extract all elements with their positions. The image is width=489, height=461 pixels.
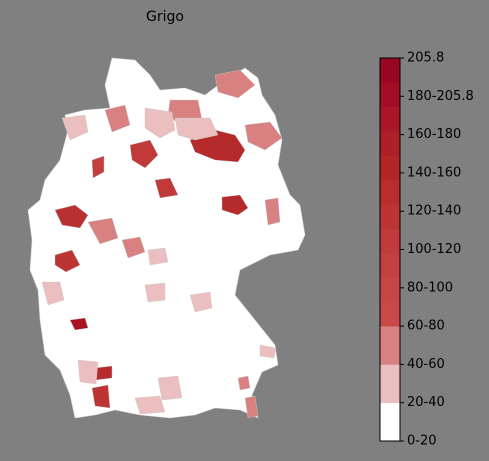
- region: [121, 236, 146, 259]
- colorbar-band: [380, 301, 400, 327]
- region: [134, 395, 166, 415]
- colorbar-band: [380, 155, 400, 181]
- region: [154, 177, 179, 199]
- region: [237, 375, 251, 391]
- region: [54, 249, 81, 273]
- region: [244, 395, 259, 419]
- colorbar-label: 205.8: [407, 51, 444, 66]
- region: [69, 317, 89, 331]
- germany-map: [27, 57, 306, 419]
- region: [259, 344, 277, 359]
- region: [77, 359, 99, 385]
- colorbar-label: 180-205.8: [407, 89, 474, 104]
- region: [147, 247, 169, 266]
- colorbar-band: [380, 179, 400, 205]
- region: [174, 117, 219, 141]
- colorbar-band: [380, 402, 400, 442]
- colorbar-label: 160-180: [407, 127, 461, 142]
- region: [244, 121, 283, 151]
- region: [221, 194, 249, 216]
- colorbar-band: [380, 82, 400, 108]
- colorbar: 0-20 20-40 40-60 60-80 80-100 100-120 120-140 1…: [379, 51, 474, 449]
- colorbar-band: [380, 364, 400, 403]
- region: [144, 282, 166, 303]
- colorbar-label: 120-140: [407, 204, 461, 219]
- region: [91, 384, 111, 409]
- colorbar-label: 60-80: [407, 319, 445, 334]
- colorbar-band: [380, 252, 400, 278]
- colorbar-band: [380, 228, 400, 254]
- colorbar-band: [380, 58, 400, 83]
- colorbar-label: 20-40: [407, 395, 445, 410]
- map-title: Grigo: [146, 9, 184, 25]
- region: [91, 155, 105, 179]
- colorbar-band: [380, 204, 400, 229]
- region: [157, 375, 183, 401]
- colorbar-band: [380, 131, 400, 156]
- colorbar-label: 80-100: [407, 280, 453, 295]
- region: [214, 69, 256, 99]
- region: [61, 114, 89, 141]
- region-patches: [41, 69, 283, 419]
- colorbar-label: 100-120: [407, 242, 461, 257]
- region: [54, 204, 89, 229]
- colorbar-label: 140-160: [407, 165, 461, 180]
- region: [104, 104, 131, 133]
- region: [189, 291, 213, 313]
- region: [144, 107, 176, 139]
- colorbar-band: [380, 326, 400, 365]
- colorbar-label: 0-20: [407, 434, 437, 449]
- colorbar-label: 40-60: [407, 357, 445, 372]
- region: [87, 217, 119, 245]
- region: [264, 197, 281, 226]
- region: [41, 281, 65, 306]
- colorbar-band: [380, 106, 400, 132]
- region: [129, 139, 159, 169]
- colorbar-band: [380, 277, 400, 303]
